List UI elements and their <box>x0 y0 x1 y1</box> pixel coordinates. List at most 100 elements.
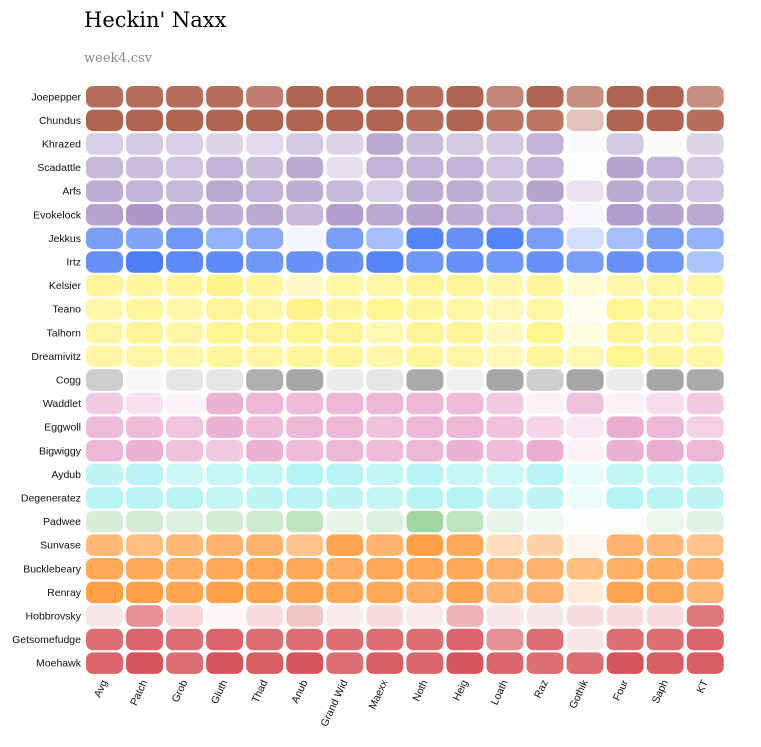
heatmap-cell <box>486 227 524 250</box>
heatmap-cell <box>326 369 364 391</box>
heatmap-cell <box>366 298 404 320</box>
heatmap-cell <box>206 369 244 391</box>
heatmap-cell <box>526 605 564 627</box>
heatmap-cell <box>246 251 284 273</box>
column-label: Thad <box>249 678 270 705</box>
heatmap-cell <box>366 274 404 297</box>
heatmap-cell <box>406 605 444 627</box>
heatmap-cell <box>326 180 364 202</box>
heatmap-cell <box>86 274 123 297</box>
heatmap-cell <box>446 392 484 415</box>
heatmap-cell <box>246 416 284 438</box>
heatmap-cell <box>486 180 524 202</box>
heatmap-cell <box>686 463 724 486</box>
heatmap-cell <box>286 204 324 226</box>
row-label: Chundus <box>39 115 81 127</box>
heatmap-cell <box>286 487 324 509</box>
heatmap-cell <box>566 558 604 580</box>
heatmap-cell <box>286 180 324 202</box>
heatmap-cell <box>286 558 324 580</box>
heatmap-cell <box>86 369 123 391</box>
heatmap-cell <box>86 463 123 486</box>
heatmap-cell <box>166 109 204 132</box>
row-label: Degeneratez <box>21 492 81 504</box>
heatmap-cell <box>246 392 284 415</box>
column-label: Gothik <box>567 677 591 710</box>
heatmap-cell <box>646 322 684 344</box>
heatmap-cell <box>646 558 684 580</box>
heatmap-cell <box>486 652 524 674</box>
heatmap-cell <box>326 86 364 108</box>
heatmap-cell <box>606 298 644 320</box>
heatmap-cell <box>246 133 284 155</box>
heatmap-cell <box>646 581 684 604</box>
heatmap-cell <box>166 510 204 533</box>
heatmap-cell <box>366 487 404 509</box>
heatmap-cell <box>326 605 364 627</box>
row-label: Hobbrovsky <box>26 610 82 622</box>
heatmap-cell <box>446 510 484 533</box>
heatmap-cell <box>446 628 484 651</box>
heatmap-cell <box>606 652 644 674</box>
heatmap-cell <box>326 628 364 651</box>
heatmap-cell <box>406 440 444 462</box>
heatmap-cell <box>646 345 684 368</box>
heatmap-cell <box>126 156 164 179</box>
heatmap-cell <box>646 416 684 438</box>
heatmap-cell <box>166 440 204 462</box>
column-label: Raz <box>532 678 551 700</box>
heatmap-cell <box>566 463 604 486</box>
heatmap-cell <box>526 558 564 580</box>
heatmap-cell <box>646 156 684 179</box>
heatmap-cell <box>646 227 684 250</box>
heatmap-cell <box>206 534 244 556</box>
heatmap-cell <box>526 156 564 179</box>
heatmap-cell <box>286 156 324 179</box>
heatmap-cell <box>126 86 164 108</box>
heatmap-cell <box>686 251 724 273</box>
heatmap-cell <box>526 487 564 509</box>
heatmap-cell <box>166 534 204 556</box>
heatmap-cell <box>126 369 164 391</box>
heatmap-cell <box>286 440 324 462</box>
heatmap-cell <box>566 628 604 651</box>
heatmap-cell <box>606 345 644 368</box>
heatmap-cell <box>206 487 244 509</box>
heatmap-cell <box>486 298 524 320</box>
heatmap-cell <box>126 463 164 486</box>
heatmap-cell <box>526 581 564 604</box>
heatmap-cell <box>326 558 364 580</box>
heatmap-cell <box>206 109 244 132</box>
heatmap-cell <box>606 109 644 132</box>
heatmap-cell <box>686 652 724 674</box>
heatmap-cell <box>86 133 123 155</box>
heatmap-cell <box>486 558 524 580</box>
heatmap-cell <box>606 274 644 297</box>
heatmap-cell <box>686 180 724 202</box>
heatmap-cell <box>406 133 444 155</box>
heatmap-cell <box>286 416 324 438</box>
heatmap-cell <box>206 392 244 415</box>
heatmap-cell <box>126 581 164 604</box>
heatmap-cell <box>446 558 484 580</box>
heatmap-cell <box>446 345 484 368</box>
heatmap-cell <box>326 251 364 273</box>
heatmap-cell <box>686 274 724 297</box>
heatmap-cell <box>126 274 164 297</box>
heatmap-cell <box>486 369 524 391</box>
heatmap-cell <box>206 251 244 273</box>
heatmap-cell <box>126 416 164 438</box>
heatmap-cell <box>126 487 164 509</box>
heatmap-cell <box>526 204 564 226</box>
heatmap-cell <box>206 180 244 202</box>
heatmap-cell <box>566 534 604 556</box>
heatmap-cell <box>686 109 724 132</box>
heatmap-cell <box>686 133 724 155</box>
heatmap-cell <box>206 463 244 486</box>
heatmap-cell <box>526 652 564 674</box>
heatmap-cell <box>646 463 684 486</box>
heatmap-cell <box>646 628 684 651</box>
heatmap-cell <box>126 204 164 226</box>
heatmap-cell <box>606 416 644 438</box>
